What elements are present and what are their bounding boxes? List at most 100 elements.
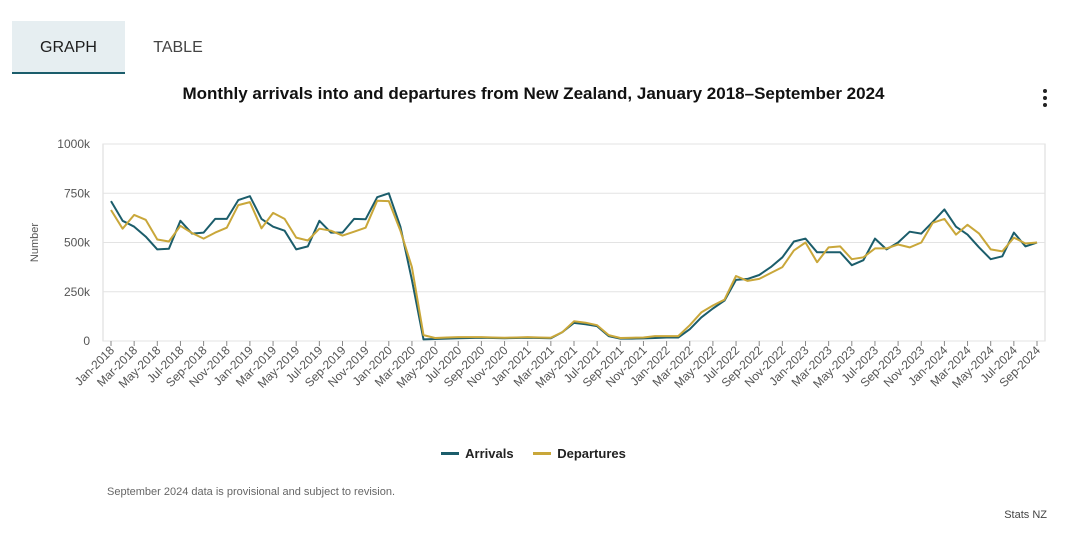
data-point-departures[interactable] [687, 323, 692, 328]
data-point-arrivals[interactable] [791, 239, 796, 244]
data-point-arrivals[interactable] [907, 229, 912, 234]
data-point-departures[interactable] [444, 335, 449, 340]
data-point-departures[interactable] [201, 236, 206, 241]
data-point-arrivals[interactable] [178, 218, 183, 223]
legend-item-arrivals[interactable]: Arrivals [441, 446, 514, 461]
data-point-departures[interactable] [722, 297, 727, 302]
data-point-arrivals[interactable] [247, 194, 252, 199]
data-point-arrivals[interactable] [155, 247, 160, 252]
data-point-departures[interactable] [965, 222, 970, 227]
data-point-departures[interactable] [1000, 249, 1005, 254]
data-point-arrivals[interactable] [201, 230, 206, 235]
data-point-departures[interactable] [433, 336, 438, 341]
data-point-arrivals[interactable] [236, 198, 241, 203]
data-point-departures[interactable] [363, 225, 368, 230]
data-point-arrivals[interactable] [872, 236, 877, 241]
data-point-arrivals[interactable] [363, 217, 368, 222]
data-point-departures[interactable] [352, 229, 357, 234]
data-point-arrivals[interactable] [166, 246, 171, 251]
data-point-departures[interactable] [780, 265, 785, 270]
data-point-arrivals[interactable] [919, 231, 924, 236]
data-point-departures[interactable] [595, 323, 600, 328]
data-point-arrivals[interactable] [352, 216, 357, 221]
data-point-departures[interactable] [699, 310, 704, 315]
data-point-departures[interactable] [467, 335, 472, 340]
data-point-arrivals[interactable] [1000, 254, 1005, 259]
data-point-departures[interactable] [143, 217, 148, 222]
data-point-departures[interactable] [109, 207, 114, 212]
data-point-departures[interactable] [282, 216, 287, 221]
data-point-arrivals[interactable] [965, 232, 970, 237]
tab-graph[interactable]: GRAPH [12, 21, 125, 74]
series-line-departures[interactable] [110, 199, 1038, 339]
data-point-arrivals[interactable] [282, 228, 287, 233]
data-point-departures[interactable] [1023, 241, 1028, 246]
data-point-arrivals[interactable] [1011, 230, 1016, 235]
data-point-departures[interactable] [340, 233, 345, 238]
data-point-arrivals[interactable] [294, 247, 299, 252]
data-point-departures[interactable] [525, 335, 530, 340]
data-point-departures[interactable] [190, 231, 195, 236]
data-point-departures[interactable] [629, 335, 634, 340]
data-point-departures[interactable] [398, 228, 403, 233]
data-point-departures[interactable] [664, 334, 669, 339]
more-vertical-icon[interactable] [1038, 89, 1052, 111]
data-point-departures[interactable] [490, 335, 495, 340]
data-point-arrivals[interactable] [271, 224, 276, 229]
data-point-departures[interactable] [514, 335, 519, 340]
data-point-departures[interactable] [375, 198, 380, 203]
data-point-departures[interactable] [317, 226, 322, 231]
data-point-arrivals[interactable] [988, 257, 993, 262]
data-point-arrivals[interactable] [826, 250, 831, 255]
data-point-arrivals[interactable] [942, 207, 947, 212]
data-point-departures[interactable] [1011, 235, 1016, 240]
data-point-departures[interactable] [849, 257, 854, 262]
data-point-departures[interactable] [618, 336, 623, 341]
data-point-departures[interactable] [247, 200, 252, 205]
data-point-arrivals[interactable] [109, 199, 114, 204]
data-point-departures[interactable] [305, 238, 310, 243]
data-point-arrivals[interactable] [120, 218, 125, 223]
data-point-departures[interactable] [271, 210, 276, 215]
data-point-departures[interactable] [409, 265, 414, 270]
data-point-departures[interactable] [896, 242, 901, 247]
data-point-departures[interactable] [386, 199, 391, 204]
data-point-departures[interactable] [328, 228, 333, 233]
data-point-departures[interactable] [572, 319, 577, 324]
data-point-arrivals[interactable] [780, 255, 785, 260]
data-point-departures[interactable] [155, 237, 160, 242]
data-point-arrivals[interactable] [768, 265, 773, 270]
data-point-departures[interactable] [560, 330, 565, 335]
data-point-departures[interactable] [988, 247, 993, 252]
data-point-departures[interactable] [907, 245, 912, 250]
data-point-arrivals[interactable] [409, 277, 414, 282]
data-point-departures[interactable] [768, 271, 773, 276]
data-point-departures[interactable] [815, 260, 820, 265]
data-point-departures[interactable] [745, 278, 750, 283]
tab-table[interactable]: TABLE [153, 39, 203, 56]
data-point-departures[interactable] [734, 273, 739, 278]
data-point-departures[interactable] [942, 216, 947, 221]
data-point-departures[interactable] [421, 333, 426, 338]
data-point-departures[interactable] [120, 226, 125, 231]
data-point-arrivals[interactable] [838, 250, 843, 255]
data-point-arrivals[interactable] [132, 224, 137, 229]
data-point-departures[interactable] [606, 333, 611, 338]
data-point-departures[interactable] [872, 246, 877, 251]
data-point-departures[interactable] [641, 335, 646, 340]
data-point-departures[interactable] [676, 334, 681, 339]
data-point-arrivals[interactable] [143, 234, 148, 239]
data-point-departures[interactable] [861, 255, 866, 260]
data-point-arrivals[interactable] [386, 191, 391, 196]
data-point-departures[interactable] [1035, 240, 1040, 245]
data-point-departures[interactable] [224, 225, 229, 230]
data-point-arrivals[interactable] [213, 216, 218, 221]
data-point-arrivals[interactable] [953, 224, 958, 229]
data-point-departures[interactable] [213, 230, 218, 235]
data-point-departures[interactable] [259, 226, 264, 231]
data-point-departures[interactable] [838, 244, 843, 249]
data-point-departures[interactable] [884, 246, 889, 251]
data-point-arrivals[interactable] [699, 315, 704, 320]
data-point-arrivals[interactable] [317, 218, 322, 223]
legend-item-departures[interactable]: Departures [533, 446, 626, 461]
